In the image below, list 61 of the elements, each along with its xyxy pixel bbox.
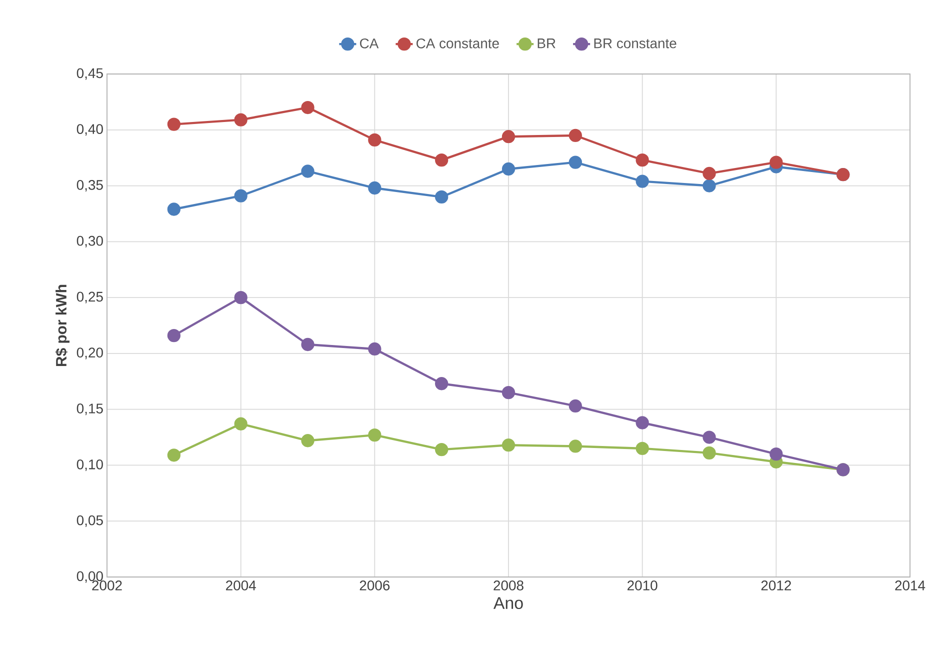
point — [435, 443, 448, 456]
point — [167, 202, 180, 216]
point — [502, 130, 516, 144]
point — [636, 416, 649, 430]
y-tick-label: 0,25 — [76, 292, 103, 304]
y-tick-label: 0,15 — [76, 404, 103, 416]
x-tick-label: 2006 — [360, 580, 390, 590]
point — [368, 428, 382, 442]
point — [234, 113, 248, 126]
point — [368, 181, 382, 195]
point — [502, 386, 516, 400]
point — [301, 164, 314, 178]
y-tick-label: 0,30 — [76, 236, 103, 248]
y-tick-label: 0,20 — [76, 348, 103, 360]
point — [301, 100, 314, 114]
y-tick-label: 0,05 — [76, 515, 103, 527]
point — [234, 417, 248, 430]
legend-label: CA constante — [416, 38, 499, 48]
x-tick-label: 2008 — [494, 580, 524, 590]
point — [568, 440, 582, 453]
point — [368, 133, 382, 147]
point — [368, 342, 382, 356]
y-tick-label: 0,35 — [76, 180, 103, 192]
x-tick-label: 2010 — [628, 580, 658, 590]
point — [167, 448, 180, 462]
legend-label: CA — [360, 38, 379, 48]
x-tick-label: 2002 — [92, 580, 122, 590]
y-tick-label: 0,00 — [76, 571, 103, 583]
point — [502, 162, 516, 176]
point — [702, 179, 716, 192]
point — [301, 434, 314, 448]
y-axis-title: R$ por kWh — [55, 284, 70, 366]
point — [167, 328, 180, 342]
y-tick-label: 0,45 — [76, 68, 103, 80]
y-tick-label: 0,40 — [76, 124, 103, 136]
point — [568, 128, 582, 142]
point — [636, 174, 649, 188]
point — [636, 153, 649, 167]
point — [435, 190, 448, 204]
point — [234, 189, 248, 202]
point — [167, 118, 180, 131]
x-tick-label: 2004 — [226, 580, 256, 590]
point — [568, 399, 582, 413]
point — [435, 377, 448, 390]
y-tick-label: 0,10 — [76, 459, 103, 471]
point — [702, 430, 716, 444]
point — [435, 153, 448, 167]
legend-label: BR constante — [594, 38, 676, 48]
point — [636, 442, 649, 456]
point — [702, 166, 716, 180]
x-axis-title: Ano — [493, 597, 523, 610]
point — [301, 338, 314, 352]
point — [234, 290, 248, 304]
legend-label: BR — [538, 38, 556, 48]
point — [770, 156, 783, 169]
x-tick-label: 2012 — [761, 580, 791, 590]
x-tick-label: 2014 — [895, 580, 926, 590]
point — [568, 156, 582, 169]
point — [770, 447, 783, 461]
point — [502, 438, 516, 452]
point — [702, 446, 716, 460]
